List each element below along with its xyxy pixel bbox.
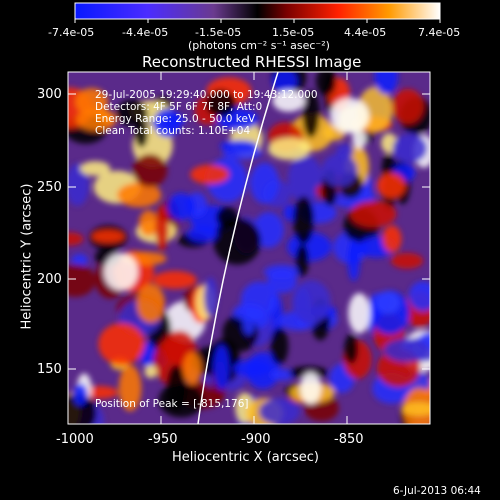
y-axis-label: Heliocentric Y (arcsec) xyxy=(19,183,35,330)
colorbar-tick-label: -4.4e-05 xyxy=(122,26,169,39)
colorbar-ticks xyxy=(74,19,441,23)
y-axis-ticks xyxy=(68,93,430,370)
annotation-detectors: Detectors: 4F 5F 6F 7F 8F, Att:0 xyxy=(95,101,263,113)
footer-date: 6-Jul-2013 06:44 xyxy=(393,485,481,497)
colorbar-tick-label: -7.4e-05 xyxy=(48,26,95,39)
y-tick-label: 150 xyxy=(37,362,62,377)
colorbar xyxy=(74,2,441,20)
colorbar-tick-label: 7.4e-05 xyxy=(418,26,461,39)
annotation-peak: Position of Peak = [-815,176] xyxy=(95,398,249,410)
annotation-time: 29-Jul-2005 19:29:40.000 to 19:43:12.000 xyxy=(95,89,318,101)
solar-limb-curve xyxy=(197,72,279,424)
y-tick-label: 200 xyxy=(37,272,62,287)
colorbar-tick-label: 4.4e-05 xyxy=(344,26,387,39)
plot-frame xyxy=(67,71,431,425)
y-tick-label: 300 xyxy=(37,87,62,102)
colorbar-tick-label: -1.5e-05 xyxy=(195,26,242,39)
x-tick-label: -900 xyxy=(241,432,271,447)
x-axis-ticks xyxy=(67,72,348,424)
x-axis-label: Heliocentric X (arcsec) xyxy=(172,450,319,465)
annotation-energy: Energy Range: 25.0 - 50.0 keV xyxy=(95,113,256,125)
rhessi-image xyxy=(68,72,430,424)
x-tick-label: -1000 xyxy=(56,432,94,447)
colorbar-unit: (photons cm⁻² s⁻¹ asec⁻²) xyxy=(188,39,330,52)
colorbar-tick-label: 1.5e-05 xyxy=(272,26,315,39)
x-tick-label: -850 xyxy=(334,432,364,447)
y-tick-label: 250 xyxy=(37,180,62,195)
x-tick-label: -950 xyxy=(148,432,178,447)
annotation-clean: Clean Total counts: 1.10E+04 xyxy=(95,125,251,137)
plot-title: Reconstructed RHESSI Image xyxy=(142,53,362,71)
